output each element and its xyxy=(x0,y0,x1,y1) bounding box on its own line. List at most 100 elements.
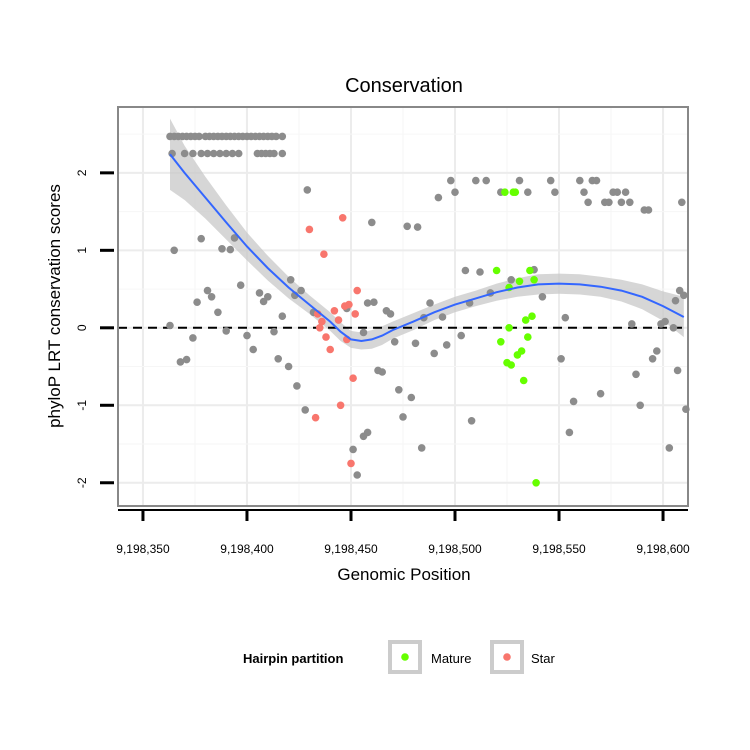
point-other xyxy=(411,339,420,348)
point-other xyxy=(390,338,399,346)
point-other xyxy=(249,345,257,354)
point-other xyxy=(399,413,407,421)
y-tick-label: 2 xyxy=(75,169,89,176)
y-tick-label: -2 xyxy=(75,477,89,488)
point-other xyxy=(451,188,459,196)
point-other xyxy=(584,198,592,207)
point-star xyxy=(326,345,335,354)
point-other xyxy=(278,149,287,158)
point-other xyxy=(297,286,305,295)
point-other xyxy=(193,298,201,307)
point-other xyxy=(515,176,524,185)
point-other xyxy=(561,313,570,322)
point-other xyxy=(363,299,372,307)
point-other xyxy=(203,286,212,295)
point-other xyxy=(274,355,283,363)
point-mature xyxy=(507,361,515,369)
y-axis: -2 -1 0 1 2 xyxy=(75,169,114,488)
point-other xyxy=(230,234,239,242)
y-tick-label: 1 xyxy=(75,247,89,254)
point-other xyxy=(278,132,287,141)
point-other xyxy=(482,176,491,185)
point-other xyxy=(678,198,686,207)
point-mature xyxy=(524,333,532,341)
y-tick-label: 0 xyxy=(75,324,89,331)
legend-label-mature: Mature xyxy=(431,651,471,666)
point-other xyxy=(272,132,280,141)
point-other xyxy=(626,198,634,207)
point-star xyxy=(316,324,324,332)
point-other xyxy=(209,149,218,158)
point-other xyxy=(228,149,237,158)
point-other xyxy=(197,149,205,158)
point-star xyxy=(349,374,357,383)
point-other xyxy=(363,428,372,437)
plot-border xyxy=(117,106,689,507)
point-other xyxy=(665,444,674,452)
point-other xyxy=(278,312,287,321)
point-star xyxy=(305,225,314,234)
point-mature xyxy=(532,479,540,487)
point-mature xyxy=(530,276,538,284)
point-other xyxy=(222,327,230,335)
point-other xyxy=(286,276,295,284)
point-other xyxy=(457,331,466,340)
legend-item-mature: Mature xyxy=(388,640,471,674)
point-mature xyxy=(528,312,536,321)
point-other xyxy=(176,358,185,366)
point-mature xyxy=(492,266,501,275)
point-other xyxy=(301,406,310,414)
point-other xyxy=(592,176,601,185)
point-star xyxy=(334,316,343,324)
point-other xyxy=(195,132,203,141)
point-other xyxy=(216,149,224,158)
point-other xyxy=(580,188,588,196)
x-tick-label: 9,198,550 xyxy=(532,542,586,556)
point-other xyxy=(349,445,357,454)
point-other xyxy=(538,293,547,301)
point-other xyxy=(476,268,484,276)
point-mature xyxy=(519,376,528,385)
point-star xyxy=(320,250,328,258)
point-star xyxy=(318,317,326,326)
point-other xyxy=(613,188,622,196)
point-other xyxy=(170,246,178,255)
point-mature xyxy=(521,316,530,324)
point-other xyxy=(467,417,476,425)
y-axis-title: phyloP LRT conservation scores xyxy=(45,184,64,428)
point-other xyxy=(442,341,451,349)
point-star xyxy=(336,401,345,410)
point-other xyxy=(407,393,416,402)
point-other xyxy=(264,293,272,301)
point-other xyxy=(378,368,387,376)
point-star xyxy=(322,333,330,341)
x-tick-label: 9,198,350 xyxy=(116,542,170,556)
point-other xyxy=(236,281,245,290)
point-other xyxy=(189,334,197,342)
point-other xyxy=(461,266,470,275)
point-other xyxy=(569,397,578,406)
y-tick-label: -1 xyxy=(75,400,89,411)
point-other xyxy=(661,317,669,326)
point-star xyxy=(347,459,355,468)
point-other xyxy=(426,299,434,307)
point-mature xyxy=(517,347,526,355)
point-other xyxy=(359,328,368,337)
point-other xyxy=(551,188,559,196)
point-other xyxy=(222,149,230,158)
point-other xyxy=(214,308,222,317)
plot-panel xyxy=(117,106,690,507)
point-other xyxy=(636,401,644,410)
point-other xyxy=(293,382,301,390)
point-other xyxy=(353,471,362,479)
point-star xyxy=(338,214,347,222)
x-tick-label: 9,198,400 xyxy=(220,542,274,556)
point-mature xyxy=(501,188,509,196)
point-other xyxy=(180,149,189,158)
point-mature xyxy=(515,277,524,286)
point-other xyxy=(438,313,447,321)
point-other xyxy=(218,245,226,253)
point-other xyxy=(284,362,293,371)
point-other xyxy=(386,310,395,318)
point-other xyxy=(403,222,412,231)
